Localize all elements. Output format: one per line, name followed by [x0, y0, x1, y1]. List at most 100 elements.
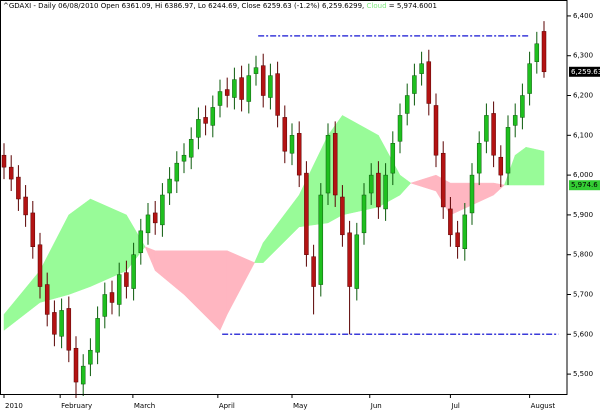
- candle-body: [145, 214, 151, 234]
- price-tag: [569, 180, 600, 191]
- candle-body: [296, 133, 302, 176]
- cloud-segment: [90, 198, 127, 287]
- candle-body: [368, 174, 374, 194]
- candle-body: [354, 234, 360, 289]
- candle-body: [224, 89, 230, 96]
- price-tag: [569, 66, 600, 77]
- candle-body: [232, 79, 237, 98]
- candle-body: [325, 135, 331, 194]
- candle-body: [16, 176, 21, 200]
- candle-body: [440, 152, 446, 208]
- y-tick-label: 6,200: [573, 92, 593, 100]
- candle-body: [203, 117, 208, 124]
- candle-body: [455, 232, 460, 247]
- candle-body: [260, 65, 266, 96]
- candle-body: [448, 208, 453, 236]
- candle-body: [512, 115, 518, 126]
- candle-body: [318, 194, 324, 285]
- y-tick-label: 5,800: [573, 251, 593, 259]
- candle-body: [404, 95, 410, 114]
- candle-body: [23, 196, 28, 216]
- candle-body: [505, 127, 511, 174]
- candle-body: [268, 75, 273, 98]
- candle-body: [95, 318, 100, 353]
- candle-body: [498, 156, 504, 176]
- cloud-segment: [342, 114, 379, 216]
- candle-body: [44, 284, 50, 315]
- x-tick-label: August: [531, 402, 556, 410]
- candle-body: [1, 154, 7, 168]
- candle-body: [476, 143, 482, 174]
- candle-body: [484, 115, 489, 142]
- x-tick-label: May: [293, 402, 307, 410]
- candle-body: [188, 139, 194, 158]
- candle-body: [8, 166, 14, 180]
- y-tick-label: 5,700: [573, 291, 593, 299]
- x-tick-label: 2010: [5, 402, 23, 410]
- cloud-segment: [378, 135, 401, 208]
- candle-body: [174, 162, 180, 182]
- candle-body: [138, 230, 144, 253]
- cloud-value: = 5,974.6001: [388, 2, 437, 10]
- candle-body: [383, 174, 388, 210]
- y-tick-label: 5,900: [573, 211, 593, 219]
- cloud-segment: [183, 250, 221, 331]
- candle-body: [73, 347, 79, 383]
- candle-body: [160, 194, 165, 226]
- candle-body: [520, 95, 525, 118]
- candle-body: [376, 172, 381, 208]
- candle-body: [253, 67, 259, 74]
- candle-body: [304, 172, 309, 255]
- candle-body: [152, 212, 158, 224]
- candle-body: [275, 73, 280, 116]
- x-tick-label: March: [134, 402, 155, 410]
- y-tick-label: 5,600: [573, 330, 593, 338]
- price-tag-label: 6,259.63: [571, 68, 600, 76]
- y-tick-label: 6,400: [573, 12, 593, 20]
- candle-body: [347, 232, 352, 287]
- cloud-segment: [144, 246, 156, 271]
- candle-body: [361, 194, 367, 234]
- cloud-segment: [3, 269, 41, 331]
- x-tick-label: April: [219, 402, 235, 410]
- cloud-segment: [226, 250, 255, 315]
- candle-body: [124, 272, 129, 287]
- cloud-segment: [254, 242, 264, 263]
- cloud-segment: [262, 194, 300, 264]
- cloud-segment: [493, 182, 505, 196]
- cloud-legend: Cloud: [366, 2, 387, 10]
- candle-body: [167, 178, 172, 194]
- candle-body: [196, 119, 201, 138]
- candle-body: [88, 349, 93, 365]
- x-tick-label: Jun: [370, 402, 382, 410]
- candle-body: [332, 133, 338, 196]
- candle-body: [462, 214, 468, 249]
- candle-body: [52, 312, 57, 335]
- candle-body: [397, 115, 403, 142]
- cloud-segment: [68, 198, 91, 295]
- candle-body: [210, 107, 216, 126]
- cloud-segment: [525, 146, 545, 186]
- candle-body: [181, 154, 187, 162]
- x-tick-label: Jul: [450, 402, 460, 410]
- cloud-segment: [219, 250, 228, 331]
- candle-body: [30, 212, 36, 247]
- candle-body: [390, 143, 396, 174]
- candle-body: [426, 61, 432, 104]
- candle-body: [419, 63, 424, 74]
- candle-body: [109, 292, 115, 303]
- cloud-segment: [154, 250, 185, 296]
- plot-frame: [0, 0, 568, 395]
- candle-body: [311, 256, 316, 287]
- cloud-segment: [298, 135, 329, 228]
- price-tag-label: 5,974.6: [571, 181, 598, 189]
- candle-body: [541, 31, 547, 73]
- candle-body: [80, 365, 86, 385]
- y-tick-label: 5,500: [573, 370, 593, 378]
- cloud-segment: [39, 214, 70, 303]
- cloud-segment: [399, 174, 412, 196]
- candle-body: [433, 105, 439, 156]
- candle-body: [289, 135, 295, 154]
